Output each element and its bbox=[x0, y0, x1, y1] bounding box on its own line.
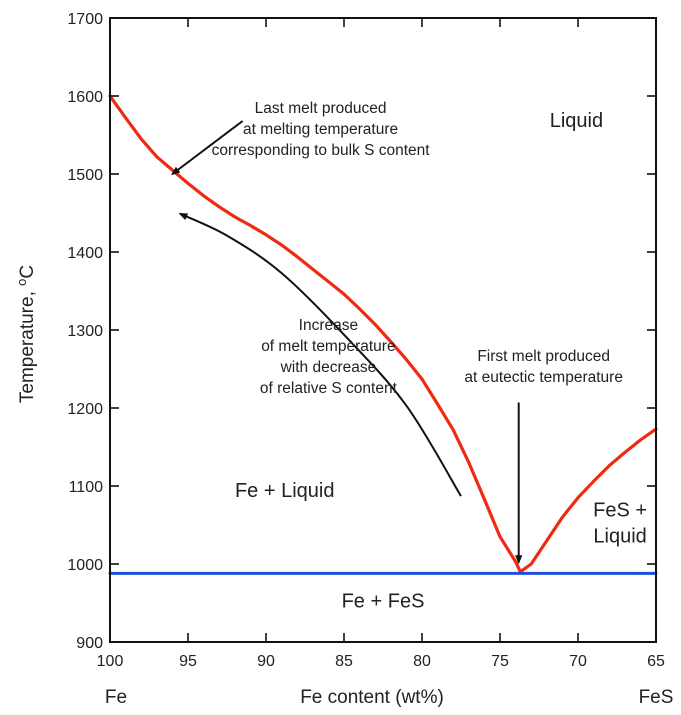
annotation-first-melt: First melt produced at eutectic temperatu… bbox=[464, 348, 623, 386]
tick-layer: 100 95 90 85 80 75 70 65 900 1000 1100 1200 1300 1400… bbox=[67, 11, 665, 670]
region-fe-liquid-line: Fe + Liquid bbox=[235, 480, 335, 502]
series-liquidus-1 bbox=[518, 427, 658, 574]
y-axis-label-unit: C bbox=[17, 265, 38, 279]
y-tick-label: 1500 bbox=[67, 167, 103, 184]
series-liquidus-0 bbox=[108, 94, 522, 574]
region-fe-fes-line: Fe + FeS bbox=[342, 591, 425, 613]
region-fe-liquid: Fe + Liquid bbox=[235, 480, 335, 502]
region-fes-liquid-line: FeS + bbox=[593, 499, 647, 521]
x-tick-label: 90 bbox=[257, 653, 275, 670]
data-layer bbox=[108, 94, 658, 575]
annotation-last-melt-line: Last melt produced bbox=[255, 100, 387, 117]
region-fes-liquid: FeS + Liquid bbox=[593, 499, 647, 547]
annotation-increase-line: of melt temperature bbox=[261, 338, 395, 355]
region-fe-fes: Fe + FeS bbox=[342, 591, 425, 613]
x-end-label-fe: Fe bbox=[105, 687, 127, 708]
annotation-increase: Increase of melt temperature with decrease… bbox=[260, 317, 398, 397]
region-liquid: Liquid bbox=[550, 110, 603, 132]
y-tick-label: 1600 bbox=[67, 89, 103, 106]
annotation-last-melt-line: corresponding to bulk S content bbox=[212, 142, 431, 159]
x-tick-label: 75 bbox=[491, 653, 509, 670]
y-tick-label: 1300 bbox=[67, 323, 103, 340]
x-tick-label: 80 bbox=[413, 653, 431, 670]
y-axis-label-text: Temperature, bbox=[17, 286, 38, 403]
annotation-first-melt-line: First melt produced bbox=[477, 348, 610, 365]
region-fes-liquid-line: Liquid bbox=[593, 525, 646, 547]
annotation-last-melt: Last melt produced at melting temperature… bbox=[212, 100, 431, 159]
annotation-layer: Last melt produced at melting temperature… bbox=[170, 100, 647, 613]
y-tick-label: 1400 bbox=[67, 245, 103, 262]
region-liquid-line: Liquid bbox=[550, 110, 603, 132]
annotation-increase-line: with decrease bbox=[280, 359, 377, 376]
arrow-last-melt bbox=[170, 120, 244, 176]
x-tick-label: 100 bbox=[97, 653, 124, 670]
x-tick-label: 70 bbox=[569, 653, 587, 670]
annotation-increase-line: Increase bbox=[299, 317, 358, 334]
annotation-increase-line: of relative S content bbox=[260, 380, 398, 397]
annotation-first-melt-line: at eutectic temperature bbox=[464, 369, 623, 386]
x-axis-label: Fe content (wt%) bbox=[300, 687, 444, 708]
arrow-increase bbox=[178, 212, 462, 497]
annotation-last-melt-line: at melting temperature bbox=[243, 121, 398, 138]
x-tick-label: 65 bbox=[647, 653, 665, 670]
y-tick-label: 1000 bbox=[67, 557, 103, 574]
y-tick-label: 900 bbox=[76, 635, 103, 652]
y-axis-label: Temperature, oC bbox=[14, 265, 39, 403]
x-tick-label: 95 bbox=[179, 653, 197, 670]
x-tick-label: 85 bbox=[335, 653, 353, 670]
y-tick-label: 1200 bbox=[67, 401, 103, 418]
x-end-label-fes: FeS bbox=[639, 687, 674, 708]
y-tick-label: 1700 bbox=[67, 11, 103, 28]
y-tick-label: 1100 bbox=[69, 479, 104, 496]
y-axis-label-degree: o bbox=[14, 279, 29, 286]
